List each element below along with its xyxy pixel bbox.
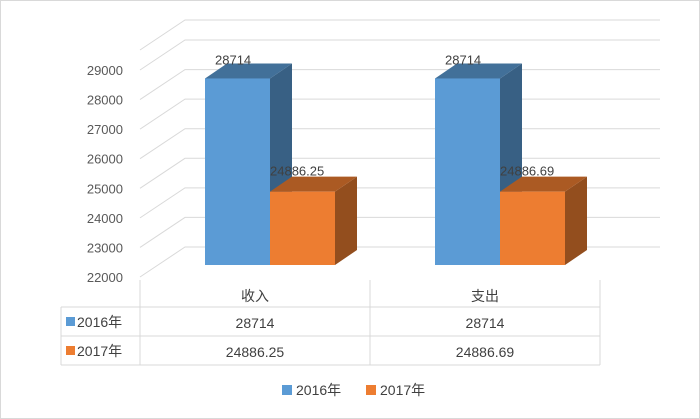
data-label: 24886.69 <box>500 164 554 179</box>
legend-label: 2016年 <box>296 382 341 398</box>
bar-top <box>500 176 587 192</box>
y-tick-label: 26000 <box>87 152 123 167</box>
y-tick-label: 28000 <box>87 93 123 108</box>
y-tick-label: 22000 <box>87 270 123 285</box>
bar-front <box>435 78 500 265</box>
table-cell: 28714 <box>466 315 505 331</box>
bar-side <box>565 176 587 265</box>
y-tick-label: 24000 <box>87 211 123 226</box>
data-label: 24886.25 <box>270 164 324 179</box>
y-tick-label: 23000 <box>87 240 123 255</box>
table-cell: 28714 <box>236 315 275 331</box>
table-row-label: 2017年 <box>77 343 122 359</box>
legend-label: 2017年 <box>380 382 425 398</box>
table-row-label: 2016年 <box>77 314 122 330</box>
gridline <box>139 19 660 51</box>
legend-swatch <box>282 385 292 395</box>
bar-front <box>500 191 565 265</box>
table-legend-key <box>66 317 75 326</box>
bar-front <box>270 191 335 265</box>
bar-top <box>205 63 292 79</box>
y-tick-label: 27000 <box>87 122 123 137</box>
table-header: 支出 <box>471 288 499 304</box>
data-label: 28714 <box>445 52 481 67</box>
y-tick-label: 29000 <box>87 63 123 78</box>
table-cell: 24886.69 <box>456 344 515 360</box>
legend-swatch <box>366 385 376 395</box>
y-tick-label: 25000 <box>87 181 123 196</box>
table-legend-key <box>66 346 75 355</box>
table-header: 收入 <box>241 288 269 304</box>
bar-top <box>435 63 522 79</box>
gridline <box>139 39 660 71</box>
bar-front <box>205 78 270 265</box>
bar-side <box>335 176 357 265</box>
bar-top <box>270 176 357 192</box>
data-label: 28714 <box>215 52 251 67</box>
table-cell: 24886.25 <box>226 344 285 360</box>
